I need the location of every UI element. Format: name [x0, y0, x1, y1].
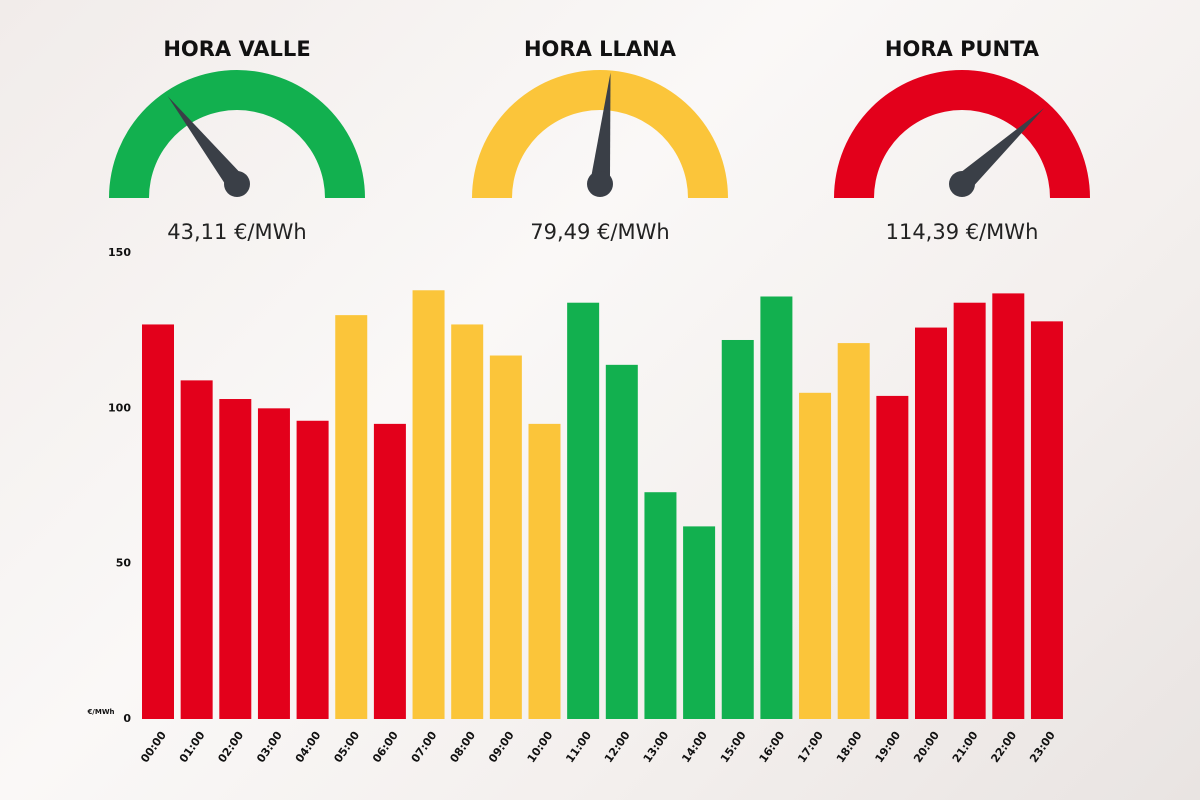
gauge-arc — [834, 70, 1090, 198]
bar — [180, 380, 213, 719]
bar — [1030, 321, 1063, 719]
gauge-value: 79,49 €/MWh — [530, 220, 669, 244]
gauge-title: HORA PUNTA — [885, 37, 1040, 61]
bar — [257, 408, 290, 719]
x-tick-label: 06:00 — [370, 729, 401, 765]
bar — [992, 293, 1025, 719]
bar — [296, 420, 329, 719]
gauge-hub — [949, 171, 975, 197]
bar — [915, 327, 947, 719]
gauge-needle — [955, 108, 1045, 192]
x-tick-label: 21:00 — [950, 729, 981, 765]
bar — [953, 302, 986, 719]
bar — [721, 339, 754, 719]
y-tick-label: 50 — [116, 557, 132, 570]
x-tick-label: 11:00 — [563, 729, 594, 765]
bar — [412, 290, 445, 719]
gauge-needle — [590, 72, 611, 185]
x-tick-label: 03:00 — [254, 729, 285, 765]
x-tick-label: 07:00 — [409, 729, 440, 765]
x-tick-label: 01:00 — [177, 729, 208, 765]
bar — [219, 399, 252, 719]
gauge-hub — [587, 171, 613, 197]
x-tick-label: 14:00 — [679, 729, 710, 765]
bar — [837, 343, 870, 719]
x-tick-label: 08:00 — [447, 729, 478, 765]
bar — [142, 324, 174, 719]
gauge-title: HORA VALLE — [163, 37, 310, 61]
x-tick-label: 20:00 — [911, 729, 942, 765]
bar — [451, 324, 484, 719]
x-tick-label: 22:00 — [988, 729, 1019, 765]
x-tick-label: 18:00 — [834, 729, 865, 765]
bar — [605, 364, 638, 719]
bar — [567, 302, 600, 719]
bar — [335, 315, 368, 719]
gauge-title: HORA LLANA — [524, 37, 677, 61]
x-tick-label: 02:00 — [215, 729, 246, 765]
x-tick-label: 00:00 — [138, 729, 169, 765]
x-tick-label: 16:00 — [757, 729, 788, 765]
y-tick-label: 150 — [108, 246, 131, 259]
x-tick-label: 19:00 — [873, 729, 904, 765]
bar — [876, 395, 909, 719]
bar — [373, 423, 406, 719]
gauge-hub — [224, 171, 250, 197]
bar — [683, 526, 716, 719]
x-tick-label: 17:00 — [795, 729, 826, 765]
y-tick-label: 0 — [123, 712, 131, 725]
bar — [489, 355, 522, 719]
gauge-arc — [472, 70, 728, 198]
bar — [799, 392, 832, 719]
x-tick-label: 09:00 — [486, 729, 517, 765]
gauge-value: 43,11 €/MWh — [167, 220, 306, 244]
x-tick-label: 23:00 — [1027, 729, 1058, 765]
x-tick-label: 04:00 — [293, 729, 324, 765]
x-tick-label: 15:00 — [718, 729, 749, 765]
y-tick-label: 100 — [108, 401, 131, 414]
x-tick-label: 12:00 — [602, 729, 633, 765]
gauge-needle — [167, 96, 245, 191]
x-tick-label: 10:00 — [525, 729, 556, 765]
x-tick-label: 13:00 — [641, 729, 672, 765]
bar — [528, 423, 561, 719]
y-axis-label: €/MWh — [86, 708, 114, 716]
x-tick-label: 05:00 — [331, 729, 362, 765]
gauge-value: 114,39 €/MWh — [886, 220, 1039, 244]
bar — [760, 296, 793, 719]
bar — [644, 492, 677, 719]
